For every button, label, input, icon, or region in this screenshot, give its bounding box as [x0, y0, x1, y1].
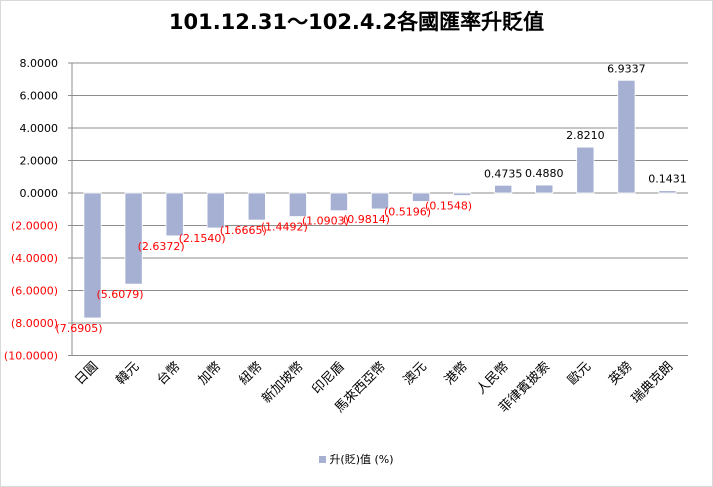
data-label: (2.6372) [138, 240, 185, 253]
x-tick-label: 港幣 [442, 359, 471, 388]
data-label: (2.1540) [179, 232, 226, 245]
x-tick-label: 日圓 [72, 359, 101, 388]
bar [247, 192, 266, 221]
y-tick-label: (6.0000) [11, 285, 58, 298]
bars [83, 79, 677, 319]
bar [453, 192, 472, 196]
legend-swatch [319, 455, 327, 463]
legend: 升(貶)值 (%) [0, 451, 713, 467]
bar [535, 184, 554, 194]
x-tick-label: 紐幣 [237, 359, 266, 388]
data-labels: (7.6905) (5.6079) (2.6372)(2.1540)(1.6665)… [55, 62, 686, 335]
x-tick-label: 人民幣 [474, 359, 512, 397]
data-label: 0.4735 [484, 167, 523, 180]
data-label: (1.0903) [302, 215, 349, 228]
x-tick-label: 新加坡幣 [259, 359, 307, 407]
data-label: 0.1431 [648, 173, 687, 186]
x-tick-label: 印尼盾 [310, 359, 348, 397]
bar [83, 192, 102, 319]
data-label: (5.6079) [97, 288, 144, 301]
legend-label: 升(貶)值 (%) [329, 453, 394, 466]
bar [494, 184, 513, 194]
y-tick-label: 4.0000 [20, 122, 59, 135]
y-tick-label: (10.0000) [4, 350, 58, 363]
data-label: (1.4492) [261, 221, 308, 234]
data-label: (0.1548) [425, 200, 472, 213]
y-tick-label: (2.0000) [11, 220, 58, 233]
y-tick-label: 2.0000 [20, 155, 59, 168]
bar [288, 192, 307, 217]
x-tick-label: 加幣 [196, 359, 225, 388]
data-label: (0.5196) [384, 205, 431, 218]
y-tick-label: (8.0000) [11, 317, 58, 330]
y-tick-labels: 8.0000 6.0000 4.0000 2.0000 0.0000 (2.0000) (4… [4, 57, 58, 363]
bar [206, 192, 225, 229]
data-label: 6.9337 [607, 62, 646, 75]
data-label: (7.6905) [55, 322, 102, 335]
bar [329, 192, 348, 212]
bar [124, 192, 143, 285]
x-tick-label: 英鎊 [606, 359, 636, 389]
x-tick-label: 澳元 [400, 359, 430, 389]
x-tick-label: 韓元 [113, 359, 142, 388]
data-label: (1.6665) [220, 224, 267, 237]
y-tick-label: 8.0000 [20, 57, 59, 70]
data-label: 2.8210 [566, 129, 605, 142]
x-tick-label: 瑞典克朗 [629, 359, 676, 406]
y-tick-label: 6.0000 [20, 90, 59, 103]
x-tick-label: 歐元 [565, 359, 594, 388]
data-label: (0.9814) [343, 213, 390, 226]
y-tick-label: (4.0000) [11, 252, 58, 265]
data-label: 0.4880 [525, 167, 564, 180]
x-tick-label: 台幣 [154, 359, 183, 388]
bar [617, 79, 636, 194]
bar [370, 192, 390, 210]
bar [658, 190, 677, 194]
bar [576, 146, 595, 194]
bar [165, 192, 184, 237]
chart-title: 101.12.31～102.4.2各國匯率升貶值 [168, 10, 545, 34]
bar [412, 192, 431, 202]
y-tick-label: 0.0000 [20, 187, 59, 200]
